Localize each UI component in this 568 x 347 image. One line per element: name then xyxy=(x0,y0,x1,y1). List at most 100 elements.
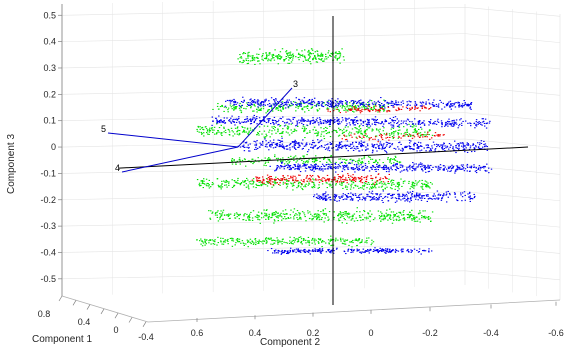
data-point xyxy=(330,105,332,107)
data-point xyxy=(455,102,457,104)
data-point xyxy=(434,120,436,122)
data-point xyxy=(230,100,232,102)
data-point xyxy=(390,158,392,160)
data-point xyxy=(243,141,245,143)
data-point xyxy=(265,136,267,138)
data-point xyxy=(460,122,463,124)
data-point xyxy=(204,240,206,242)
data-point xyxy=(387,219,389,221)
data-point xyxy=(250,98,252,100)
data-point xyxy=(484,145,486,147)
data-point xyxy=(307,241,309,243)
data-point xyxy=(346,106,348,108)
data-point xyxy=(311,215,314,217)
data-point xyxy=(259,105,262,107)
data-point xyxy=(385,137,387,139)
data-point xyxy=(297,219,299,221)
data-point xyxy=(273,54,275,56)
data-point xyxy=(364,129,366,131)
data-point xyxy=(293,181,296,183)
data-point xyxy=(330,100,332,102)
data-point xyxy=(421,217,423,219)
data-point xyxy=(426,136,428,138)
data-point xyxy=(447,190,449,192)
data-point xyxy=(285,179,287,181)
data-point xyxy=(268,238,271,240)
data-point xyxy=(236,131,238,133)
data-point xyxy=(408,251,410,253)
data-point xyxy=(302,162,304,164)
data-point xyxy=(247,132,249,134)
data-point xyxy=(393,159,396,161)
data-point xyxy=(406,169,408,171)
data-point xyxy=(210,243,212,245)
data-point xyxy=(292,184,294,186)
data-point xyxy=(345,211,347,213)
data-point xyxy=(336,57,339,59)
data-point xyxy=(316,159,318,161)
data-point xyxy=(387,106,390,108)
data-point xyxy=(380,211,382,213)
data-point xyxy=(323,138,326,140)
data-point xyxy=(479,122,482,124)
data-point xyxy=(282,175,284,177)
data-point xyxy=(216,211,218,213)
data-point xyxy=(455,170,457,172)
data-point xyxy=(461,124,463,126)
data-point xyxy=(263,209,265,211)
data-point xyxy=(364,197,366,199)
data-point xyxy=(292,251,294,253)
data-point xyxy=(357,200,359,202)
data-point xyxy=(291,59,294,61)
data-point xyxy=(279,58,281,60)
data-point xyxy=(203,132,205,134)
data-point xyxy=(387,167,390,169)
data-point xyxy=(426,147,428,149)
data-point xyxy=(365,103,367,105)
data-point xyxy=(299,171,302,173)
data-point xyxy=(318,58,320,60)
data-point xyxy=(219,218,221,220)
data-point xyxy=(310,100,313,102)
data-point xyxy=(267,250,269,252)
data-point xyxy=(358,215,361,217)
data-point xyxy=(449,106,451,108)
data-point xyxy=(289,166,291,168)
data-point xyxy=(357,167,359,169)
data-point xyxy=(473,123,475,125)
data-point xyxy=(253,104,255,106)
data-point xyxy=(423,123,426,125)
data-point xyxy=(345,130,347,132)
data-point xyxy=(387,106,389,108)
data-point xyxy=(347,110,349,112)
data-point xyxy=(248,51,250,53)
data-point xyxy=(263,120,265,122)
data-point xyxy=(212,120,214,122)
data-point xyxy=(390,166,392,168)
data-point xyxy=(356,166,358,168)
data-point xyxy=(348,105,351,107)
data-point xyxy=(229,99,231,101)
y-tick-label: 0 xyxy=(368,328,373,338)
data-point xyxy=(382,178,384,180)
data-point xyxy=(347,166,349,168)
data-point xyxy=(269,59,271,61)
data-point xyxy=(326,127,328,129)
data-point xyxy=(298,236,300,238)
data-point xyxy=(469,196,471,198)
data-point xyxy=(231,238,233,240)
data-point xyxy=(378,198,380,200)
data-point xyxy=(363,177,365,179)
data-point xyxy=(297,103,299,105)
data-point xyxy=(395,109,397,111)
data-point xyxy=(334,179,337,181)
data-point xyxy=(345,120,347,122)
data-point xyxy=(454,122,457,124)
data-point xyxy=(439,194,442,196)
x-tick-mark xyxy=(142,321,147,327)
data-point xyxy=(400,199,402,201)
data-point xyxy=(223,180,225,182)
data-point xyxy=(255,183,257,185)
data-point xyxy=(337,123,340,125)
data-point xyxy=(385,176,387,178)
